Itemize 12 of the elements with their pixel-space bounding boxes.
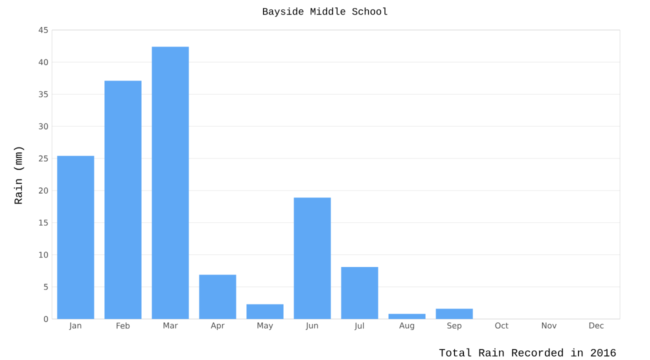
bar bbox=[246, 304, 284, 319]
bar bbox=[388, 314, 426, 319]
x-axis-title: Total Rain Recorded in 2016 bbox=[439, 348, 616, 356]
bar bbox=[199, 274, 236, 319]
bar bbox=[57, 156, 94, 319]
y-axis-title: Rain (mm) bbox=[14, 147, 24, 204]
chart-title: Bayside Middle School bbox=[263, 8, 388, 17]
bar bbox=[152, 46, 189, 319]
bar bbox=[341, 266, 378, 319]
bar bbox=[436, 308, 473, 319]
bar bbox=[104, 80, 142, 319]
bar bbox=[294, 198, 331, 319]
